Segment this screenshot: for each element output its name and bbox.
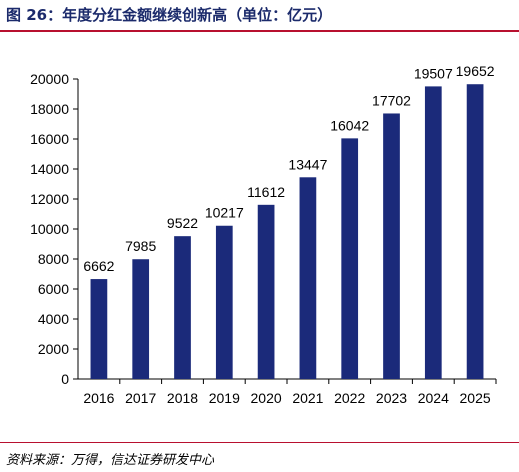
data-label-2025: 19652 — [456, 63, 495, 79]
y-tick-label: 14000 — [30, 161, 69, 177]
y-tick-label: 8000 — [38, 251, 69, 267]
x-tick-label: 2016 — [83, 390, 114, 406]
x-tick-label: 2018 — [167, 390, 198, 406]
bar-2016 — [90, 279, 108, 379]
data-label-2024: 19507 — [414, 65, 453, 81]
data-label-2023: 17702 — [372, 92, 411, 108]
y-tick-label: 16000 — [30, 131, 69, 147]
y-tick-label: 18000 — [30, 101, 69, 117]
data-label-2021: 13447 — [288, 156, 327, 172]
bar-2025 — [466, 84, 484, 379]
source-divider — [0, 442, 519, 443]
bar-2017 — [132, 259, 150, 379]
bar-2018 — [174, 236, 191, 379]
x-tick-label: 2019 — [209, 390, 240, 406]
y-tick-label: 12000 — [30, 191, 69, 207]
bar-2022 — [341, 138, 359, 379]
y-tick-label: 20000 — [30, 71, 69, 87]
title-divider — [0, 30, 519, 32]
x-tick-label: 2024 — [418, 390, 449, 406]
y-tick-label: 2000 — [38, 341, 69, 357]
data-label-2017: 7985 — [125, 238, 156, 254]
figure-title: 图 26：年度分红金额继续创新高（单位：亿元） — [6, 6, 333, 24]
bar-2021 — [299, 177, 317, 379]
x-tick-label: 2017 — [125, 390, 156, 406]
x-tick-label: 2020 — [251, 390, 282, 406]
x-tick-label: 2021 — [292, 390, 323, 406]
bar-2023 — [383, 113, 400, 379]
source-note: 资料来源：万得，信达证券研发中心 — [6, 453, 215, 468]
x-tick-label: 2023 — [376, 390, 407, 406]
y-tick-label: 10000 — [30, 221, 69, 237]
data-label-2022: 16042 — [330, 117, 369, 133]
data-label-2016: 6662 — [83, 258, 114, 274]
bar-2020 — [257, 204, 275, 379]
x-tick-label: 2025 — [460, 390, 491, 406]
data-label-2019: 10217 — [205, 205, 244, 221]
x-tick-label: 2022 — [334, 390, 365, 406]
data-label-2018: 9522 — [167, 215, 198, 231]
data-label-2020: 11612 — [247, 184, 285, 200]
bar-2024 — [424, 86, 442, 380]
y-tick-label: 4000 — [38, 311, 69, 327]
y-tick-label: 6000 — [38, 281, 69, 297]
bar-chart: 0 2000 4000 6000 8000 10000 12000 14000 16000 180… — [30, 63, 497, 406]
bars — [90, 84, 484, 380]
bar-2019 — [215, 225, 233, 379]
y-axis: 0 2000 4000 6000 8000 10000 12000 14000 16000 180… — [30, 71, 79, 387]
y-tick-label: 0 — [61, 371, 69, 387]
x-axis: 2016 2017 2018 2019 2020 2021 2022 2023 2024 2025 — [78, 378, 497, 406]
